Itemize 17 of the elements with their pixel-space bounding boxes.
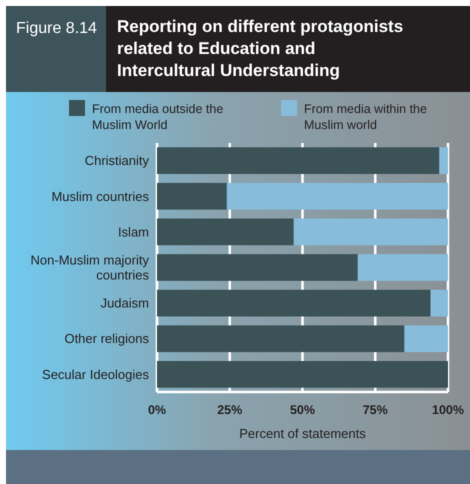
y-tick-label: Judaism	[100, 296, 149, 311]
x-axis-title: Percent of statements	[239, 426, 366, 441]
y-tick-label: Christianity	[84, 153, 150, 168]
x-tick-label: 50%	[290, 403, 316, 417]
chart-title: Reporting on different protagonists related to Education and Intercultural Understanding	[117, 17, 404, 80]
x-tick-label: 100%	[432, 403, 464, 417]
legend-label: From media within the Muslim world	[304, 102, 428, 132]
x-tick-label: 0%	[148, 403, 166, 417]
y-tick-label: Non-Muslim majority countries	[30, 252, 150, 282]
x-tick-label: 25%	[217, 403, 242, 417]
caption: Figure 8.14	[16, 20, 98, 37]
x-tick-label: 75%	[362, 403, 388, 417]
y-tick-label: Muslim countries	[51, 188, 150, 204]
y-tick-label: Other religions	[64, 331, 150, 346]
legend-label: From media outside the Muslim World	[92, 102, 224, 132]
y-tick-label: Islam	[118, 224, 149, 240]
y-tick-label: Secular Ideologies	[42, 366, 150, 382]
